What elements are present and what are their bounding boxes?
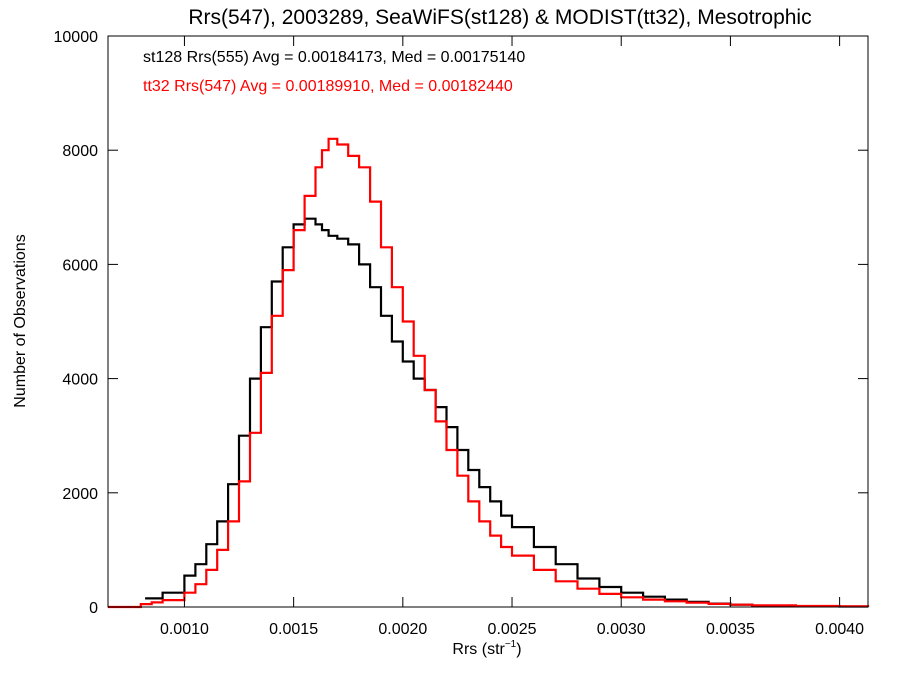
- x-tick-label: 0.0025: [488, 621, 537, 638]
- series-line-tt32: [108, 137, 870, 609]
- y-tick-label: 8000: [62, 143, 98, 160]
- x-axis: 0.0010 0.0015 0.0020 0.0025 0.0030 0.0035 0.00…: [160, 36, 864, 638]
- y-tick-label: 0: [89, 600, 98, 617]
- x-tick-label: 0.0020: [378, 621, 427, 638]
- series-layer: [108, 137, 870, 609]
- y-tick-label: 10000: [54, 29, 99, 46]
- plot-area: [107, 35, 870, 609]
- legend-entry-st128: st128 Rrs(555) Avg = 0.00184173, Med = 0…: [143, 49, 525, 66]
- x-tick-label: 0.0030: [597, 621, 646, 638]
- x-axis-label: Rrs (str−1): [452, 639, 521, 658]
- legend-entry-tt32: tt32 Rrs(547) Avg = 0.00189910, Med = 0.…: [143, 78, 513, 95]
- y-tick-label: 6000: [62, 257, 98, 274]
- x-axis-label-main: Rrs (str: [452, 641, 505, 658]
- y-axis-label: Number of Observations: [12, 234, 29, 407]
- y-tick-label: 2000: [62, 486, 98, 503]
- y-tick-label: 4000: [62, 372, 98, 389]
- chart-title: Rrs(547), 2003289, SeaWiFS(st128) & MODI…: [188, 6, 811, 29]
- x-axis-label-close: ): [516, 641, 521, 658]
- x-tick-label: 0.0040: [815, 621, 864, 638]
- legend: st128 Rrs(555) Avg = 0.00184173, Med = 0…: [143, 49, 525, 95]
- x-tick-label: 0.0035: [706, 621, 755, 638]
- series-line-st128: [145, 217, 870, 608]
- plot-frame: [107, 35, 869, 608]
- x-axis-label-superscript: −1: [505, 639, 517, 650]
- y-axis: 0 2000 4000 6000 8000 10000: [54, 29, 868, 617]
- x-tick-label: 0.0015: [269, 621, 318, 638]
- x-tick-label: 0.0010: [160, 621, 209, 638]
